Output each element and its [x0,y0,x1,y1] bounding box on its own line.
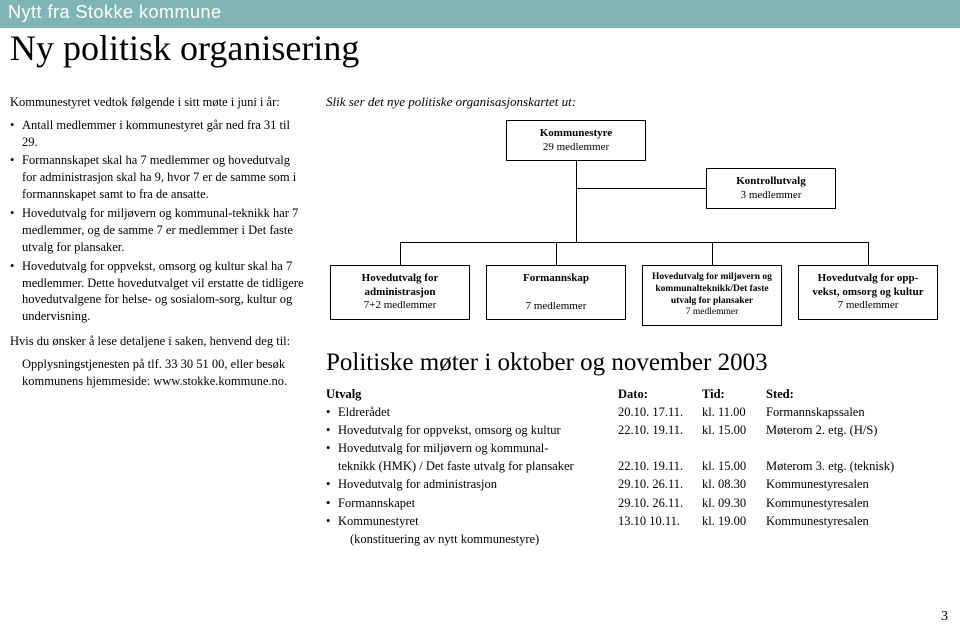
node-sub: 29 medlemmer [511,141,641,155]
node-title: Kontrollutvalg [736,175,805,187]
bullet-item: Hovedutvalg for miljøvern og kommunal-te… [10,205,306,256]
org-line [576,160,577,222]
cell-dato: 29.10. 26.11. [618,475,702,493]
table-row: •Kommunestyret 13.10 10.11.kl. 19.00Kommu… [326,512,950,530]
cell-dato: 20.10. 17.11. [618,403,702,421]
node-line: administrasjon [365,286,436,298]
table-row: •Hovedutvalg for oppvekst, omsorg og kul… [326,421,950,439]
col-head-utvalg: Utvalg [326,385,618,403]
node-line: 7+2 medlemmer [335,299,465,313]
page-number: 3 [941,609,948,625]
bullet-icon: • [326,475,338,493]
table-row: •Hovedutvalg for administrasjon 29.10. 26… [326,475,950,493]
meetings-rows: •Eldrerådet20.10. 17.11.kl. 11.00Formann… [326,403,950,530]
cell-utvalg: teknikk (HMK) / Det faste utvalg for pla… [338,457,574,475]
bullet-icon: • [326,439,338,457]
bullet-item: Antall medlemmer i kommunestyret går ned… [10,117,306,151]
node-line: vekst, omsorg og kultur [812,286,923,298]
intro-text: Kommunestyret vedtok følgende i sitt møt… [10,94,306,111]
node-line: 7 medlemmer [803,299,933,313]
cell-tid: kl. 15.00 [702,457,766,475]
cell-sted: Kommunestyresalen [766,494,950,512]
node-title: Kommunestyre [540,127,613,139]
bullet-list: Antall medlemmer i kommunestyret går ned… [10,117,306,326]
node-spacer [491,286,621,300]
org-line [576,188,706,189]
cell-sted: Kommunestyresalen [766,475,950,493]
cell-sted: Møterom 2. etg. (H/S) [766,421,950,439]
node-sub: 3 medlemmer [711,189,831,203]
table-row: teknikk (HMK) / Det faste utvalg for pla… [326,457,950,475]
cell-tid: kl. 15.00 [702,421,766,439]
cell-dato: 22.10. 19.11. [618,421,702,439]
col-head-sted: Sted: [766,385,950,403]
cell-utvalg: Hovedutvalg for administrasjon [338,475,497,493]
cell-utvalg: Hovedutvalg for oppvekst, omsorg og kult… [338,421,561,439]
closing-text: Hvis du ønsker å lese detaljene i saken,… [10,333,306,350]
table-row: •Formannskapet 29.10. 26.11.kl. 09.30Komm… [326,494,950,512]
cell-tid: kl. 11.00 [702,403,766,421]
chart-caption: Slik ser det nye politiske organisasjons… [326,94,950,110]
cell-tid: kl. 08.30 [702,475,766,493]
cell-dato: 29.10. 26.11. [618,494,702,512]
org-line [868,242,869,265]
meetings-table: Utvalg Dato: Tid: Sted: •Eldrerådet20.10… [326,385,950,548]
bullet-item: Formannskapet skal ha 7 medlemmer og hov… [10,152,306,203]
contact-text: Opplysningstjenesten på tlf. 33 30 51 00… [10,356,306,390]
col-head-tid: Tid: [702,385,766,403]
cell-utvalg: Hovedutvalg for miljøvern og kommunal- [338,439,548,457]
cell-dato: 22.10. 19.11. [618,457,702,475]
org-node-kontrollutvalg: Kontrollutvalg 3 medlemmer [706,168,836,210]
meetings-title: Politiske møter i oktober og november 20… [326,349,950,377]
cell-sted: Kommunestyresalen [766,512,950,530]
col-head-dato: Dato: [618,385,702,403]
org-node-oppvekst: Hovedutvalg for opp- vekst, omsorg og ku… [798,265,938,320]
cell-dato [618,439,702,457]
meetings-subnote: (konstituering av nytt kommunestyre) [326,530,950,548]
org-line [400,242,868,243]
cell-tid [702,439,766,457]
cell-tid: kl. 09.30 [702,494,766,512]
bullet-icon: • [326,512,338,530]
table-row: •Hovedutvalg for miljøvern og kommunal- [326,439,950,457]
cell-sted: Formannskapssalen [766,403,950,421]
node-line: Formannskap [523,272,589,284]
bullet-icon: • [326,403,338,421]
node-line: Hovedutvalg for opp- [818,272,919,284]
table-row: •Eldrerådet 20.10. 17.11.kl. 11.00Formann… [326,403,950,421]
org-line [400,242,401,265]
header-banner: Nytt fra Stokke kommune [0,0,960,28]
cell-utvalg: Eldrerådet [338,403,390,421]
node-line: Hovedutvalg for miljøvern og [652,272,772,282]
node-line: Hovedutvalg for [362,272,439,284]
bullet-icon [326,457,338,475]
org-node-kommunestyre: Kommunestyre 29 medlemmer [506,120,646,162]
node-line: utvalg for plansaker [671,296,753,306]
bullet-item: Hovedutvalg for oppvekst, omsorg og kult… [10,258,306,326]
org-line [576,222,577,242]
bullet-icon: • [326,421,338,439]
org-node-admin: Hovedutvalg for administrasjon 7+2 medle… [330,265,470,320]
org-line [712,242,713,265]
meetings-header: Utvalg Dato: Tid: Sted: [326,385,950,403]
node-line: 7 medlemmer [491,300,621,314]
cell-utvalg: Kommunestyret [338,512,419,530]
content-columns: Kommunestyret vedtok følgende i sitt møt… [0,94,960,548]
cell-sted [766,439,950,457]
node-line: 7 medlemmer [647,307,777,319]
cell-sted: Møterom 3. etg. (teknisk) [766,457,950,475]
bullet-icon: • [326,494,338,512]
page-title: Ny politisk organisering [10,30,960,68]
cell-dato: 13.10 10.11. [618,512,702,530]
org-line [556,242,557,265]
node-line: kommunalteknikk/Det faste [655,284,768,294]
org-node-formannskap: Formannskap 7 medlemmer [486,265,626,321]
left-column: Kommunestyret vedtok følgende i sitt møt… [10,94,320,548]
right-column: Slik ser det nye politiske organisasjons… [320,94,950,548]
cell-tid: kl. 19.00 [702,512,766,530]
org-node-miljovern: Hovedutvalg for miljøvern og kommunaltek… [642,265,782,327]
cell-utvalg: Formannskapet [338,494,415,512]
org-chart: Kommunestyre 29 medlemmer Kontrollutvalg… [326,120,950,335]
